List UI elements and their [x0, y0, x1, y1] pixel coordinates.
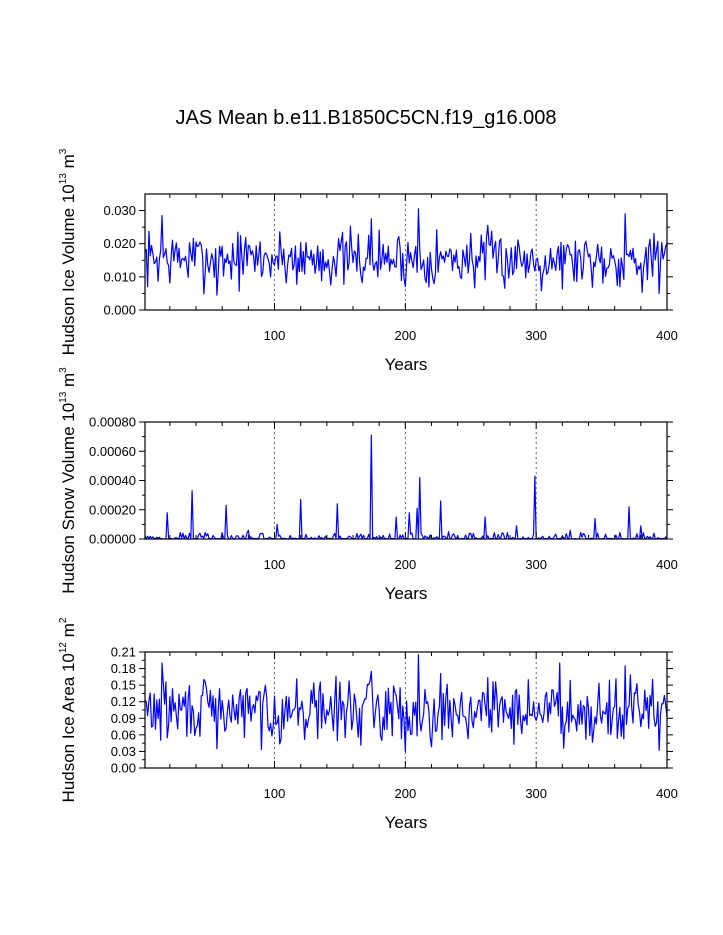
- y-tick-label: 0.00000: [89, 532, 136, 547]
- panel-snow-volume: 100 200 300 400 0.00000 0.00020 0.00040 0.00060…: [58, 367, 678, 603]
- x-tick-label: 300: [525, 328, 547, 343]
- y-tick-label: 0.010: [103, 269, 136, 284]
- plot-frame: [144, 193, 668, 311]
- series-line-ice_area: [144, 654, 668, 753]
- x-tick-label: 300: [525, 557, 547, 572]
- x-axis-label: Years: [385, 813, 428, 832]
- y-tick-label: 0.06: [111, 727, 136, 742]
- x-tick-label: 400: [656, 557, 678, 572]
- y-tick-label: 0.030: [103, 203, 136, 218]
- x-axis-label: Years: [385, 355, 428, 374]
- x-tick-label: 200: [394, 328, 416, 343]
- x-axis-label: Years: [385, 584, 428, 603]
- y-tick-label: 0.21: [111, 645, 136, 660]
- x-tick-label: 400: [656, 328, 678, 343]
- series-line-snow_volume: [144, 434, 668, 540]
- chart-title: JAS Mean b.e11.B1850C5CN.f19_g16.008: [175, 107, 556, 129]
- series-line-ice_volume: [144, 208, 668, 296]
- y-tick-label: 0.00080: [89, 415, 136, 430]
- y-axis-label: Hudson Ice Area 1012 m2: [58, 617, 78, 802]
- plot-frame: [144, 421, 668, 540]
- x-tick-label: 400: [656, 786, 678, 801]
- y-axis-label: Hudson Ice Volume 1013 m3: [58, 148, 78, 355]
- y-tick-label: 0.000: [103, 303, 136, 318]
- x-tick-label: 200: [394, 786, 416, 801]
- x-tick-label: 100: [264, 557, 286, 572]
- panel-ice-area: 100 200 300 400 0.00 0.03 0.060.09 0.120.15 0.18…: [58, 617, 678, 832]
- panel-ice-volume: 100 200 300 400 0.000 0.010 0.020 0.030 Years Hud…: [58, 148, 678, 374]
- y-tick-label: 0.00040: [89, 473, 136, 488]
- y-tick-label: 0.00060: [89, 444, 136, 459]
- y-tick-label: 0.15: [111, 678, 136, 693]
- x-tick-label: 200: [394, 557, 416, 572]
- x-tick-label: 100: [264, 786, 286, 801]
- y-tick-label: 0.00020: [89, 502, 136, 517]
- y-tick-label: 0.18: [111, 661, 136, 676]
- y-tick-label: 0.00: [111, 761, 136, 776]
- y-tick-label: 0.09: [111, 711, 136, 726]
- y-tick-label: 0.03: [111, 744, 136, 759]
- y-tick-label: 0.020: [103, 236, 136, 251]
- y-tick-label: 0.12: [111, 694, 136, 709]
- x-tick-label: 100: [264, 328, 286, 343]
- x-tick-label: 300: [525, 786, 547, 801]
- y-axis-label: Hudson Snow Volume 1013 m3: [58, 367, 78, 594]
